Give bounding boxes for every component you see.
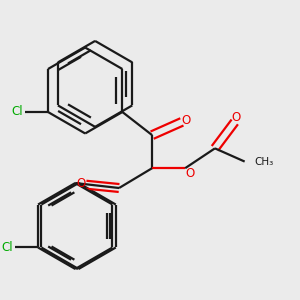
- Text: O: O: [185, 167, 195, 180]
- Text: CH₃: CH₃: [255, 157, 274, 166]
- Text: O: O: [76, 176, 86, 190]
- Text: Cl: Cl: [2, 241, 13, 254]
- Text: O: O: [181, 114, 190, 127]
- Text: Cl: Cl: [12, 106, 23, 118]
- Text: O: O: [232, 111, 241, 124]
